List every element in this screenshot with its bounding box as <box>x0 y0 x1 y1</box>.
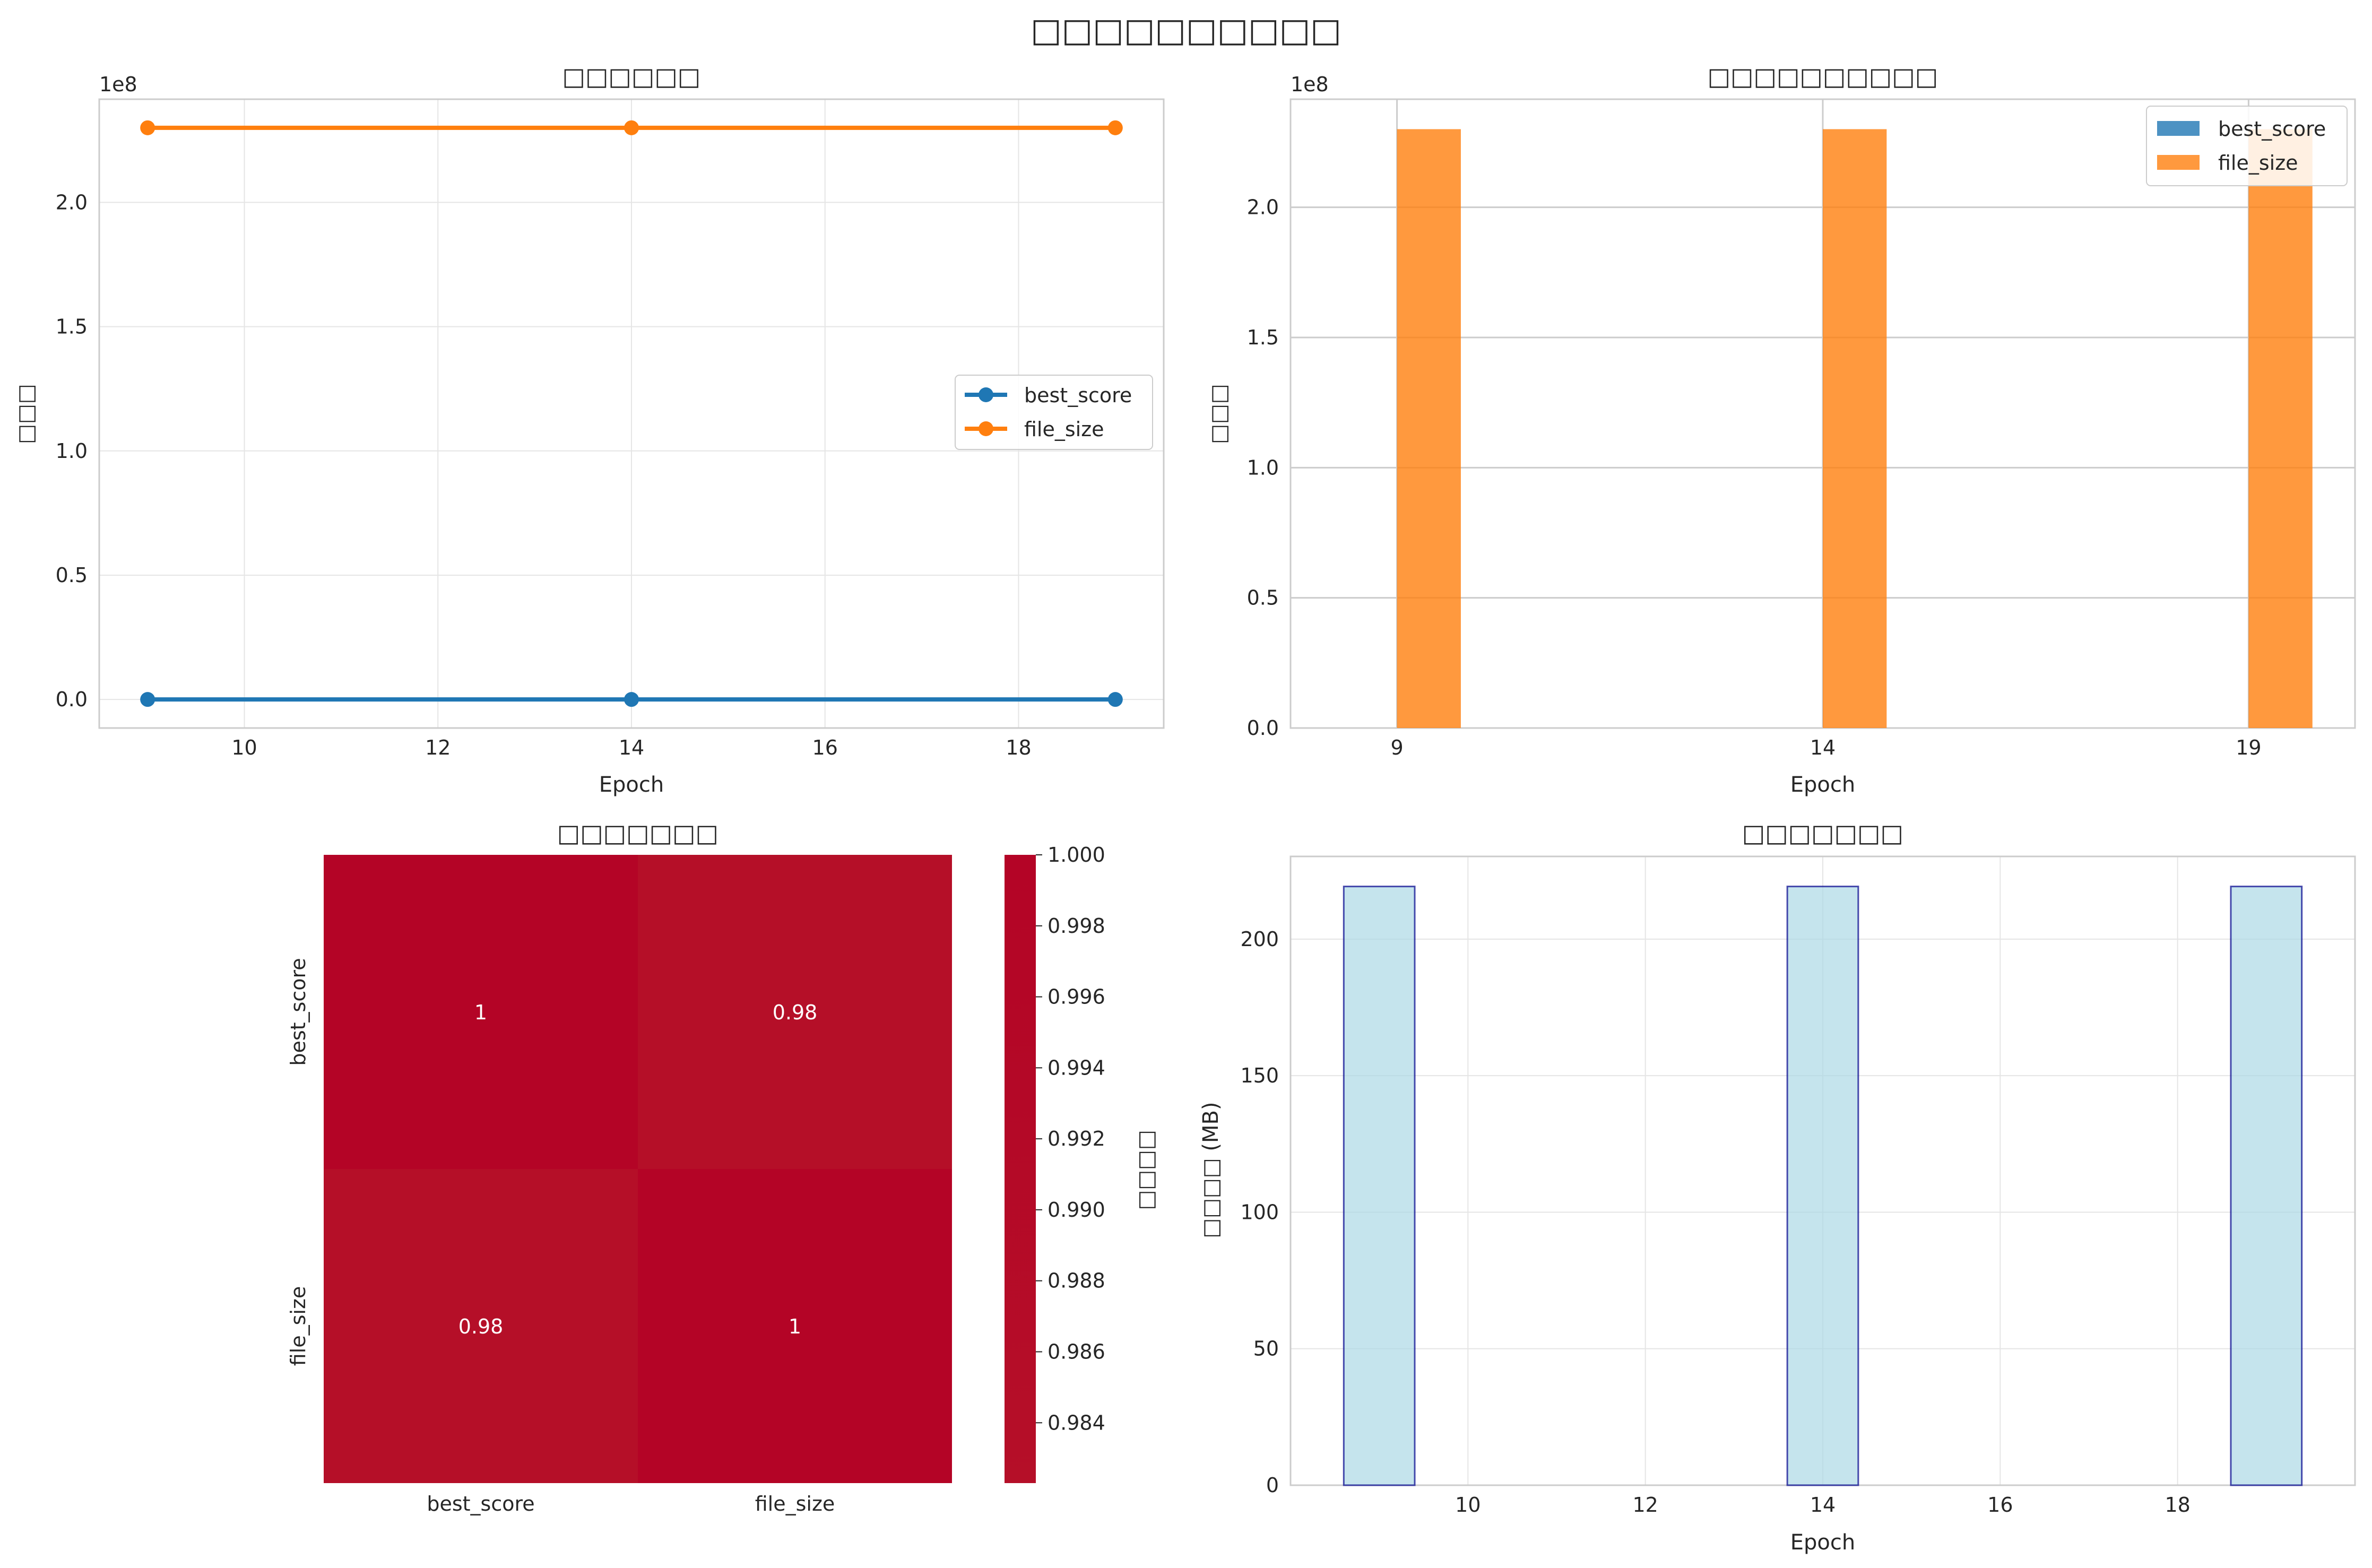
line-chart-y-tick-label: 1.0 <box>56 439 88 463</box>
bar-file-size <box>1823 129 1887 728</box>
grouped-bar-y-tick-label: 0.0 <box>1247 716 1279 740</box>
grouped-bar-y-tick-label: 1.5 <box>1247 326 1279 349</box>
heatmap-cell <box>324 855 638 1169</box>
line-chart-y-tick-label: 2.0 <box>56 190 88 214</box>
grouped-bar-x-tick-label: 9 <box>1391 736 1404 759</box>
bar-file-size <box>1397 129 1461 728</box>
bar-chart-panel: □□□□□□□ Epoch □□□□ (MB) 10 12 14 16 18 0 50 100… <box>1199 819 2356 1555</box>
heatmap-x-tick-label: best_score <box>427 1492 534 1515</box>
colorbar-tick-label: 0.986 <box>1048 1340 1105 1363</box>
line-chart-x-tick-label: 14 <box>619 736 644 759</box>
grouped-bar-y-tick-label: 2.0 <box>1247 196 1279 219</box>
legend-label: best_score <box>2218 117 2326 141</box>
colorbar-tick-label: 0.996 <box>1048 985 1105 1009</box>
bar-chart-y-tick-label: 50 <box>1253 1337 1279 1361</box>
legend-bar-swatch <box>2157 121 2200 136</box>
colorbar-tick-label: 1.000 <box>1048 843 1105 867</box>
bar-chart-y-tick-label: 150 <box>1240 1064 1279 1087</box>
colorbar-tick-label: 0.990 <box>1048 1198 1105 1222</box>
grouped-bar-chart-panel: □□□□□□□□□□ Epoch □□□ 1e8 0.0 0.5 1.0 1.5 2.0… <box>1207 62 2356 797</box>
bar-file-size-mb <box>2230 886 2303 1486</box>
legend-label: file_size <box>1024 418 1104 441</box>
heatmap-cell-annotation: 0.98 <box>458 1315 504 1338</box>
line-chart-offset-text: 1e8 <box>99 73 137 96</box>
grouped-bar-chart-title: □□□□□□□□□□ <box>1708 62 1938 91</box>
heatmap-cell <box>638 855 952 1169</box>
bar-chart-y-tick-label: 100 <box>1240 1200 1279 1224</box>
line-point-best-score <box>624 692 639 707</box>
grouped-bar-chart-x-axis-label: Epoch <box>1790 773 1855 797</box>
bar-chart-x-tick-label: 14 <box>1810 1493 1836 1517</box>
bar-chart-x-tick-label: 12 <box>1632 1493 1658 1517</box>
heatmap-cell <box>324 1169 638 1483</box>
bar-chart-y-axis-label: □□□□ (MB) <box>1199 1102 1223 1238</box>
grouped-bar-chart-offset-text: 1e8 <box>1291 73 1329 96</box>
bar-chart-title: □□□□□□□ <box>1742 819 1903 847</box>
heatmap-cell-annotation: 1 <box>789 1315 801 1338</box>
line-chart-x-axis-label: Epoch <box>599 773 664 797</box>
colorbar <box>1005 855 1036 1483</box>
line-point-file-size <box>140 120 155 135</box>
legend-bar-swatch <box>2157 155 2200 170</box>
grouped-bar-chart-y-axis-label: □□□ <box>1207 384 1231 444</box>
heatmap-y-tick-label: file_size <box>287 1286 310 1366</box>
line-chart-y-axis-label: □□□ <box>14 384 38 444</box>
line-chart-title: □□□□□□ <box>562 62 701 91</box>
grouped-bar-x-tick-label: 14 <box>1810 736 1836 759</box>
line-point-file-size <box>624 120 639 135</box>
bar-file-size-mb <box>1786 886 1859 1486</box>
bar-chart-x-tick-label: 16 <box>1987 1493 2013 1517</box>
figure-title: □□□□□□□□□□ <box>1031 11 1341 49</box>
line-chart-x-tick-label: 18 <box>1006 736 1031 759</box>
heatmap-cell-annotation: 0.98 <box>773 1001 818 1024</box>
grouped-bar-y-tick-label: 0.5 <box>1247 586 1279 610</box>
line-chart-axes-frame <box>98 98 1165 729</box>
colorbar-label: □□□□ <box>1137 1130 1161 1210</box>
bar-chart-y-tick-label: 0 <box>1266 1474 1279 1497</box>
bar-chart-x-tick-label: 18 <box>2165 1493 2190 1517</box>
grouped-bar-y-tick-label: 1.0 <box>1247 456 1279 479</box>
heatmap-cell <box>638 1169 952 1483</box>
line-chart-y-tick-label: 0.0 <box>56 688 88 711</box>
line-point-file-size <box>1107 120 1123 135</box>
line-chart-y-tick-label: 1.5 <box>56 315 88 339</box>
line-chart-y-tick-label: 0.5 <box>56 564 88 587</box>
bar-file-size-mb <box>1343 886 1416 1486</box>
line-chart-x-tick-label: 16 <box>812 736 838 759</box>
bar-chart-x-tick-label: 10 <box>1455 1493 1481 1517</box>
heatmap-x-tick-label: file_size <box>755 1492 835 1515</box>
colorbar-tick-label: 0.994 <box>1048 1056 1105 1079</box>
line-chart-panel: □□□□□□ Epoch □□□ 1e8 10 12 14 16 18 0.0 0.5 1.0… <box>14 62 1165 797</box>
legend-label: best_score <box>1024 384 1132 407</box>
correlation-heatmap-panel: □□□□□□□ □□□□ 1 0.98 0.98 1 best_score file_si… <box>287 819 1161 1515</box>
heatmap-title: □□□□□□□ <box>557 819 718 847</box>
bar-chart-y-tick-label: 200 <box>1240 928 1279 951</box>
bar-file-size <box>2248 129 2313 728</box>
colorbar-tick-label: 0.988 <box>1048 1269 1105 1293</box>
line-chart-x-tick-label: 10 <box>231 736 257 759</box>
colorbar-tick-label: 0.984 <box>1048 1411 1105 1434</box>
legend-label: file_size <box>2218 151 2298 175</box>
heatmap-y-tick-label: best_score <box>287 958 310 1065</box>
legend-marker <box>979 421 993 436</box>
colorbar-tick-label: 0.998 <box>1048 914 1105 938</box>
line-point-best-score <box>140 692 155 707</box>
line-point-best-score <box>1107 692 1123 707</box>
colorbar-tick-label: 0.992 <box>1048 1127 1105 1150</box>
heatmap-cell-annotation: 1 <box>474 1001 487 1024</box>
bar-chart-x-axis-label: Epoch <box>1790 1530 1855 1555</box>
line-chart-x-tick-label: 12 <box>425 736 451 759</box>
legend-marker <box>979 387 993 402</box>
grouped-bar-x-tick-label: 19 <box>2236 736 2261 759</box>
